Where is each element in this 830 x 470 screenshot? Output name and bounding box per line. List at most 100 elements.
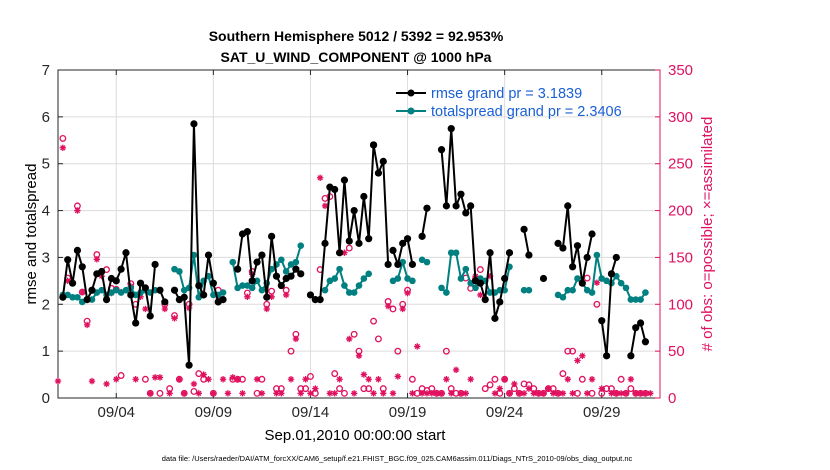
x-tick-label: 09/09 <box>195 404 233 421</box>
obs-assimilated-point <box>428 390 436 397</box>
obs-assimilated-point <box>336 376 343 383</box>
obs-assimilated-point <box>234 376 241 383</box>
rmse-point <box>59 293 67 301</box>
obs-assimilated-point <box>326 390 334 397</box>
obs-assimilated-point <box>59 144 67 151</box>
totalspread-point <box>176 268 183 275</box>
obs-assimilated-point <box>195 390 202 397</box>
obs-assimilated-point <box>297 390 304 397</box>
obs-assimilated-point <box>316 174 324 181</box>
obs-assimilated-point <box>501 376 508 383</box>
obs-assimilated-point <box>166 390 173 397</box>
obs-possible-point <box>394 347 402 355</box>
rmse-point <box>151 260 159 269</box>
rmse-point <box>83 296 91 304</box>
obs-possible-point <box>481 385 489 393</box>
rmse-point <box>340 176 349 184</box>
legend: rmse grand pr = 3.1839 totalspread grand… <box>396 86 622 120</box>
obs-assimilated-point <box>554 390 562 397</box>
obs-assimilated-point <box>433 390 440 397</box>
rmse-point <box>442 202 450 210</box>
totalspread-point <box>632 296 640 303</box>
obs-assimilated-point <box>574 357 581 364</box>
y-left-tick-label: 1 <box>42 343 50 360</box>
rmse-point <box>180 293 188 301</box>
totalspread-point <box>637 296 644 303</box>
x-axis: 09/04 09/09 09/14 09/19 09/24 09/29 <box>97 70 621 421</box>
obs-possible-point <box>617 375 625 383</box>
obs-assimilated-point <box>380 390 387 397</box>
rmse-point <box>399 239 407 247</box>
rmse-line-segment <box>557 204 594 285</box>
obs-assimilated-point <box>438 390 445 397</box>
obs-assimilated-point <box>647 390 654 397</box>
obs-possible-point <box>569 347 577 355</box>
totalspread-point <box>617 279 625 287</box>
rmse-point <box>287 272 295 280</box>
totalspread-point <box>345 289 353 296</box>
obs-assimilated-point <box>549 390 557 397</box>
chart-title-line-1: Southern Hemisphere 5012 / 5392 = 92.953… <box>209 28 504 44</box>
obs-assimilated-point <box>613 390 620 397</box>
rmse-point <box>369 141 378 149</box>
obs-assimilated-point <box>268 293 275 300</box>
rmse-point <box>253 258 261 266</box>
obs-assimilated-point <box>331 390 338 397</box>
rmse-point <box>127 291 135 299</box>
legend-label-totalspread: totalspread grand pr = 2.3406 <box>431 104 622 120</box>
obs-assimilated-point <box>399 305 406 313</box>
obs-assimilated-point <box>418 390 426 397</box>
obs-assimilated-point <box>307 390 314 397</box>
rmse-point <box>219 296 227 304</box>
obs-assimilated-point <box>530 390 537 397</box>
totalspread-point <box>588 289 596 296</box>
obs-assimilated-point <box>491 390 499 397</box>
rmse-point <box>297 270 305 278</box>
obs-assimilated-point <box>83 321 91 329</box>
rmse-point <box>243 228 251 236</box>
obs-assimilated-point <box>389 390 397 397</box>
obs-possible-point <box>374 335 382 343</box>
rmse-point <box>452 202 460 210</box>
x-tick-label: 09/04 <box>97 404 135 421</box>
rmse-point <box>423 204 431 212</box>
obs-assimilated-point <box>375 376 382 383</box>
rmse-point <box>190 120 198 128</box>
obs-assimilated-point <box>457 390 465 397</box>
y-right-tick-label: 50 <box>668 343 685 360</box>
y-right-tick-label: 250 <box>668 156 693 173</box>
obs-assimilated-point <box>181 390 188 397</box>
obs-possible-point <box>195 370 203 378</box>
totalspread-point <box>394 275 402 282</box>
rmse-point <box>136 279 145 287</box>
totalspread-point <box>452 249 460 257</box>
obs-assimilated-point <box>205 376 212 383</box>
obs-assimilated-point <box>151 374 159 381</box>
obs-assimilated-point <box>448 390 455 397</box>
obs-assimilated-point <box>467 376 474 383</box>
rmse-point <box>476 279 484 287</box>
rmse-point <box>195 281 203 290</box>
y-left-tick-label: 7 <box>42 62 50 79</box>
rmse-point <box>462 209 470 217</box>
obs-possible-point <box>59 134 67 142</box>
obs-assimilated-point <box>632 390 639 397</box>
obs-assimilated-point <box>394 373 402 380</box>
totalspread-point <box>278 256 285 264</box>
rmse-point <box>403 235 412 243</box>
obs-assimilated-point <box>370 390 377 397</box>
totalspread-point <box>443 289 450 296</box>
obs-assimilated-point <box>486 272 494 280</box>
rmse-point <box>268 232 276 240</box>
rmse-point <box>598 317 606 325</box>
rmse-point <box>467 202 475 210</box>
totalspread-point <box>321 286 329 294</box>
totalspread-point <box>336 265 343 273</box>
rmse-point <box>481 296 489 304</box>
obs-assimilated-point <box>350 390 358 397</box>
obs-assimilated-point <box>171 315 178 322</box>
obs-possible-point <box>389 305 397 313</box>
rmse-point <box>204 251 213 259</box>
rmse-point <box>539 274 548 283</box>
obs-possible-point <box>302 385 310 393</box>
